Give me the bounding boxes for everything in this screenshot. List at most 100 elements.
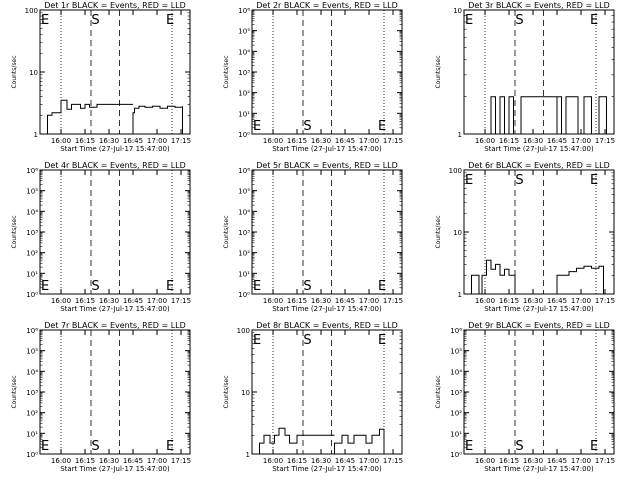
y-tick-label: 10⁰ bbox=[26, 291, 38, 299]
eclipse-marker-left: E bbox=[41, 439, 49, 454]
panel-det-6: Det 6r BLACK = Events, RED = LLD 1 10 100 Co… bbox=[435, 161, 615, 313]
plot-frame bbox=[39, 329, 191, 455]
x-tick-label: 17:00 bbox=[571, 137, 591, 145]
panel-det-2: Det 2r BLACK = Events, RED = LLD 10⁰ 10¹ 10… bbox=[223, 1, 403, 153]
y-tick-label: 10¹ bbox=[238, 110, 250, 118]
y-tick-label: 10⁰ bbox=[238, 291, 250, 299]
x-tick-label: 17:15 bbox=[383, 297, 403, 305]
y-tick-label: 10⁴ bbox=[238, 208, 250, 216]
x-tick-label: 16:30 bbox=[311, 457, 331, 465]
events-series-line bbox=[490, 96, 607, 135]
panel-title: Det 4r BLACK = Events, RED = LLD bbox=[44, 161, 186, 170]
y-axis-label: Counts/sec bbox=[223, 215, 230, 248]
x-tick-label: 16:30 bbox=[523, 457, 543, 465]
y-tick-label: 1 bbox=[458, 291, 462, 299]
eclipse-marker-right: E bbox=[590, 173, 598, 188]
x-tick-label: 16:45 bbox=[547, 457, 567, 465]
y-tick-label: 100 bbox=[449, 167, 462, 175]
y-tick-label: 10⁶ bbox=[238, 7, 250, 15]
x-tick-label: 17:15 bbox=[595, 457, 615, 465]
y-tick-label: 100 bbox=[237, 327, 250, 335]
y-tick-label: 10² bbox=[238, 90, 250, 98]
x-tick-label: 16:00 bbox=[475, 457, 495, 465]
eclipse-marker-right: E bbox=[590, 439, 598, 454]
x-tick-label: 16:45 bbox=[335, 457, 355, 465]
x-tick-label: 16:30 bbox=[99, 297, 119, 305]
x-tick-label: 16:45 bbox=[335, 137, 355, 145]
x-tick-label: 16:30 bbox=[311, 137, 331, 145]
x-axis-label: Start Time (27-Jul-17 15:47:00) bbox=[272, 145, 382, 153]
y-tick-label: 10² bbox=[450, 410, 462, 418]
x-axis-label: Start Time (27-Jul-17 15:47:00) bbox=[60, 305, 170, 313]
y-tick-label: 10³ bbox=[238, 229, 250, 237]
x-tick-label: 16:45 bbox=[123, 297, 143, 305]
eclipse-marker-right: E bbox=[378, 119, 386, 134]
panel-det-1: Det 1r BLACK = Events, RED = LLD 1 10 100 Co… bbox=[11, 1, 191, 153]
plot-frame bbox=[463, 9, 615, 135]
y-tick-label: 10 bbox=[453, 7, 462, 15]
plot-frame bbox=[39, 9, 191, 135]
x-tick-label: 16:00 bbox=[51, 457, 71, 465]
eclipse-marker-right: E bbox=[378, 333, 386, 348]
y-axis-label: Counts/sec bbox=[11, 55, 18, 88]
x-tick-label: 16:15 bbox=[75, 297, 95, 305]
x-tick-label: 16:15 bbox=[287, 457, 307, 465]
x-tick-label: 17:00 bbox=[359, 137, 379, 145]
x-tick-label: 16:00 bbox=[263, 137, 283, 145]
saa-marker: S bbox=[303, 279, 311, 294]
x-tick-label: 16:00 bbox=[475, 137, 495, 145]
panel-det-8: Det 8r BLACK = Events, RED = LLD 1 10 100 Co… bbox=[223, 321, 403, 473]
x-tick-label: 17:15 bbox=[171, 137, 191, 145]
y-tick-label: 10³ bbox=[26, 389, 38, 397]
x-tick-label: 16:15 bbox=[287, 137, 307, 145]
y-tick-label: 10¹ bbox=[238, 270, 250, 278]
x-tick-label: 16:15 bbox=[75, 137, 95, 145]
y-tick-label: 10⁰ bbox=[238, 131, 250, 139]
panel-title: Det 5r BLACK = Events, RED = LLD bbox=[256, 161, 398, 170]
x-axis-label: Start Time (27-Jul-17 15:47:00) bbox=[272, 305, 382, 313]
x-tick-label: 17:15 bbox=[383, 137, 403, 145]
eclipse-marker-right: E bbox=[166, 279, 174, 294]
y-tick-label: 10⁴ bbox=[238, 48, 250, 56]
x-tick-label: 17:15 bbox=[383, 457, 403, 465]
saa-marker: S bbox=[91, 279, 99, 294]
y-tick-label: 10⁶ bbox=[238, 167, 250, 175]
y-tick-label: 1 bbox=[458, 131, 462, 139]
y-tick-label: 10³ bbox=[26, 229, 38, 237]
plot-frame bbox=[463, 329, 615, 455]
x-tick-label: 17:15 bbox=[595, 297, 615, 305]
events-series-line bbox=[47, 99, 183, 134]
y-tick-label: 10¹ bbox=[26, 270, 38, 278]
panel-title: Det 8r BLACK = Events, RED = LLD bbox=[256, 321, 398, 330]
x-tick-label: 17:00 bbox=[571, 297, 591, 305]
eclipse-marker-left: E bbox=[253, 333, 261, 348]
y-tick-label: 10⁵ bbox=[450, 348, 462, 356]
y-tick-label: 10⁶ bbox=[26, 167, 38, 175]
x-tick-label: 16:30 bbox=[311, 297, 331, 305]
y-tick-label: 10³ bbox=[238, 69, 250, 77]
eclipse-marker-left: E bbox=[465, 13, 473, 28]
x-tick-label: 16:30 bbox=[523, 137, 543, 145]
panel-title: Det 9r BLACK = Events, RED = LLD bbox=[468, 321, 610, 330]
plot-frame bbox=[251, 169, 403, 295]
saa-marker: S bbox=[91, 13, 99, 28]
x-axis-label: Start Time (27-Jul-17 15:47:00) bbox=[484, 465, 594, 473]
x-tick-label: 17:15 bbox=[595, 137, 615, 145]
plot-frame bbox=[39, 169, 191, 295]
y-tick-label: 10⁴ bbox=[450, 368, 462, 376]
panel-title: Det 2r BLACK = Events, RED = LLD bbox=[256, 1, 398, 10]
y-tick-label: 10⁶ bbox=[26, 327, 38, 335]
eclipse-marker-right: E bbox=[166, 439, 174, 454]
x-tick-label: 16:00 bbox=[475, 297, 495, 305]
y-tick-label: 10⁶ bbox=[450, 327, 462, 335]
events-series-line bbox=[259, 427, 385, 454]
x-tick-label: 16:00 bbox=[51, 137, 71, 145]
panel-det-3: Det 3r BLACK = Events, RED = LLD 1 10 Count… bbox=[435, 1, 615, 153]
y-tick-label: 10⁰ bbox=[450, 451, 462, 459]
x-tick-label: 16:45 bbox=[335, 297, 355, 305]
x-axis-label: Start Time (27-Jul-17 15:47:00) bbox=[484, 305, 594, 313]
y-tick-label: 1 bbox=[246, 451, 250, 459]
x-tick-label: 16:15 bbox=[499, 297, 519, 305]
panel-det-9: Det 9r BLACK = Events, RED = LLD 10⁰ 10¹ 10… bbox=[435, 321, 615, 473]
